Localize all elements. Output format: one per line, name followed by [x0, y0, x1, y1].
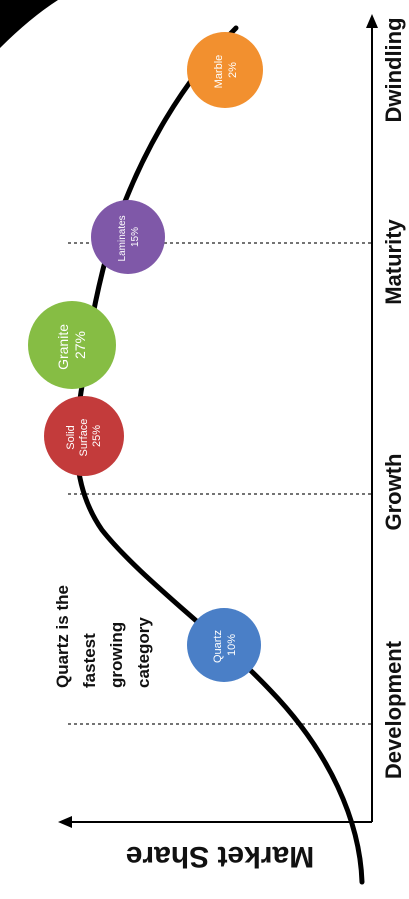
svg-text:Granite 27%: Granite 27%	[55, 320, 88, 370]
callout-line-4: category	[134, 617, 153, 688]
axis-label-market-share: Market Share	[126, 840, 314, 873]
callout-line-3: growing	[107, 622, 126, 688]
stage-labels: Development Growth Maturity Dwindling	[381, 17, 406, 779]
bubble-solid-surface-share: 25%	[91, 425, 103, 447]
bubble-marble-circle	[187, 32, 263, 108]
horizontal-axis-arrowhead	[366, 14, 378, 28]
bubble-granite-name: Granite	[55, 324, 71, 370]
stage-label-maturity: Maturity	[381, 218, 406, 304]
stage-label-development: Development	[381, 640, 406, 779]
corner-shape	[0, 0, 58, 48]
bubble-laminates: Laminates 15%	[91, 200, 165, 274]
lifecycle-curve	[74, 25, 365, 885]
svg-text:Solid Surface 25%: Solid Surface 25%	[65, 416, 103, 457]
bubble-granite-circle	[28, 301, 116, 389]
bubble-marble: Marble 2%	[187, 32, 263, 108]
stage-label-dwindling: Dwindling	[381, 17, 406, 122]
svg-text:Laminates 15%: Laminates 15%	[117, 213, 141, 262]
bubble-laminates-circle	[91, 200, 165, 274]
stage-label-growth: Growth	[381, 454, 406, 531]
callout-line-2: fastest	[80, 633, 99, 688]
bubble-marble-share: 2%	[227, 62, 239, 78]
bubble-marble-name: Marble	[213, 55, 225, 89]
svg-text:Marble 2%: Marble 2%	[213, 52, 239, 89]
bubble-solid-surface-name-1: Solid	[65, 425, 77, 449]
bubble-quartz-name: Quartz	[212, 630, 224, 663]
bubble-laminates-name: Laminates	[117, 215, 128, 261]
callout-line-1: Quartz is the	[53, 585, 72, 688]
bubble-granite-share: 27%	[72, 331, 88, 359]
callout: Quartz is the fastest growing category	[53, 585, 153, 688]
bubble-quartz-circle	[187, 608, 261, 682]
bubble-laminates-share: 15%	[130, 227, 141, 247]
bubble-solid-surface-circle	[44, 396, 124, 476]
svg-text:Quartz 10%: Quartz 10%	[212, 627, 238, 663]
bubble-quartz-share: 10%	[226, 634, 238, 656]
bubble-granite: Granite 27%	[28, 301, 116, 389]
bubble-solid-surface-name-2: Surface	[78, 419, 90, 457]
bubble-solid-surface: Solid Surface 25%	[44, 396, 124, 476]
bubble-quartz: Quartz 10%	[187, 608, 261, 682]
market-share-arrowhead	[58, 816, 72, 828]
